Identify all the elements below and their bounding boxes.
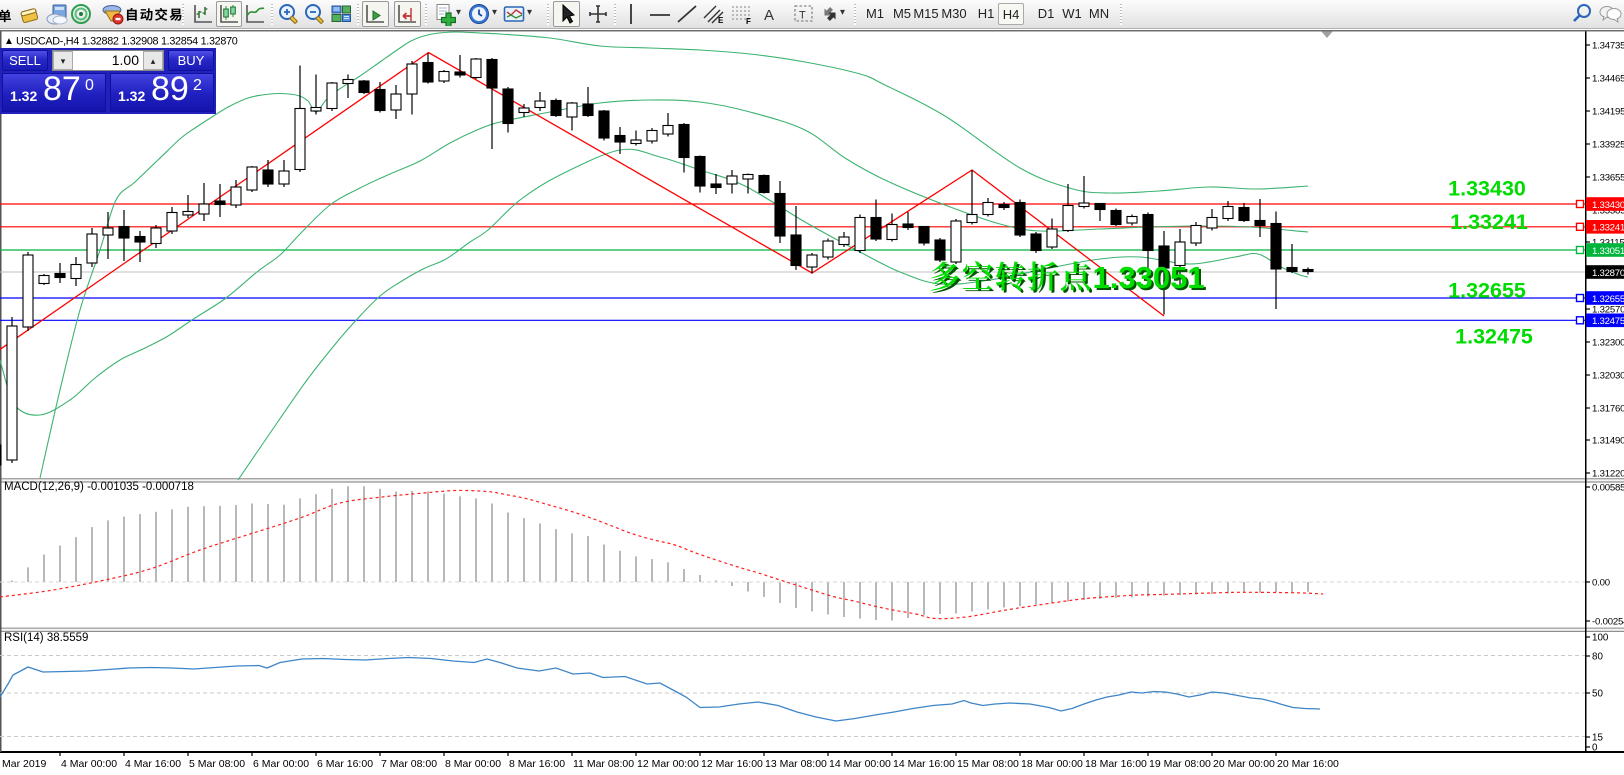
svg-text:4 Mar 16:00: 4 Mar 16:00 [125,758,181,770]
svg-text:1.33241: 1.33241 [1450,210,1528,234]
svg-text:11 Mar 08:00: 11 Mar 08:00 [573,758,634,770]
svg-text:18 Mar 00:00: 18 Mar 00:00 [1021,758,1083,770]
svg-text:1.31760: 1.31760 [1592,404,1624,415]
svg-text:1.33051: 1.33051 [1095,262,1207,297]
svg-text:0.00: 0.00 [1592,578,1610,589]
svg-text:T: T [799,10,806,22]
svg-text:1.33051: 1.33051 [1093,260,1205,295]
svg-text:-0.00254: -0.00254 [1592,617,1624,628]
svg-text:12 Mar 16:00: 12 Mar 16:00 [701,758,763,770]
svg-text:8 Mar 16:00: 8 Mar 16:00 [509,758,565,770]
svg-text:1.32870: 1.32870 [1592,268,1624,279]
svg-text:1.32655: 1.32655 [1592,294,1624,305]
svg-text:0: 0 [1592,743,1598,754]
svg-text:50: 50 [1592,689,1603,700]
svg-text:5 Mar 08:00: 5 Mar 08:00 [189,758,245,770]
svg-text:1.32300: 1.32300 [1592,338,1624,349]
svg-text:7 Mar 08:00: 7 Mar 08:00 [381,758,437,770]
svg-text:8 Mar 00:00: 8 Mar 00:00 [445,758,501,770]
svg-text:20 Mar 16:00: 20 Mar 16:00 [1277,758,1339,770]
svg-text:MACD(12,26,9) -0.001035 -0.000: MACD(12,26,9) -0.001035 -0.000718 [4,481,194,493]
svg-text:1.34195: 1.34195 [1592,107,1624,118]
svg-text:14 Mar 16:00: 14 Mar 16:00 [893,758,955,770]
svg-text:1.33925: 1.33925 [1592,140,1624,151]
svg-text:20 Mar 00:00: 20 Mar 00:00 [1213,758,1275,770]
svg-text:E: E [718,16,724,25]
svg-text:1.33385: 1.33385 [1592,206,1624,217]
svg-text:▲: ▲ [4,36,14,47]
svg-text:1.34735: 1.34735 [1592,41,1624,52]
svg-text:14 Mar 00:00: 14 Mar 00:00 [829,758,891,770]
svg-text:19 Mar 08:00: 19 Mar 08:00 [1149,758,1211,770]
svg-text:1.34465: 1.34465 [1592,74,1624,85]
svg-text:1.31220: 1.31220 [1592,469,1624,480]
svg-text:1.32030: 1.32030 [1592,371,1624,382]
svg-text:RSI(14) 38.5559: RSI(14) 38.5559 [4,632,88,644]
svg-text:18 Mar 16:00: 18 Mar 16:00 [1085,758,1147,770]
svg-text:1.33430: 1.33430 [1448,177,1526,201]
svg-text:15: 15 [1592,733,1603,744]
svg-text:1.31490: 1.31490 [1592,436,1624,447]
svg-text:13 Mar 08:00: 13 Mar 08:00 [765,758,827,770]
svg-text:F: F [746,17,751,26]
svg-text:1.32475: 1.32475 [1455,325,1533,349]
svg-text:4 Mar 00:00: 4 Mar 00:00 [61,758,117,770]
svg-text:1.33115: 1.33115 [1592,238,1624,249]
svg-text:100: 100 [1592,633,1609,644]
svg-text:1.32570: 1.32570 [1592,305,1624,316]
svg-text:1.33051: 1.33051 [1592,246,1624,257]
svg-text:1.33241: 1.33241 [1592,223,1624,234]
svg-text:12 Mar 00:00: 12 Mar 00:00 [637,758,699,770]
svg-text:1.32655: 1.32655 [1448,279,1526,303]
svg-text:Mar 2019: Mar 2019 [2,758,47,770]
svg-text:15 Mar 08:00: 15 Mar 08:00 [957,758,1019,770]
svg-text:0.005857: 0.005857 [1592,483,1624,494]
svg-text:6 Mar 16:00: 6 Mar 16:00 [317,758,373,770]
svg-text:1.33655: 1.33655 [1592,173,1624,184]
svg-text:USDCAD-,H4 1.32882 1.32908 1.: USDCAD-,H4 1.32882 1.32908 1.32854 1.328… [16,36,238,48]
svg-text:1.32475: 1.32475 [1592,316,1624,327]
svg-text:80: 80 [1592,652,1603,663]
svg-text:6 Mar 00:00: 6 Mar 00:00 [253,758,309,770]
svg-text:1.33430: 1.33430 [1592,200,1624,211]
